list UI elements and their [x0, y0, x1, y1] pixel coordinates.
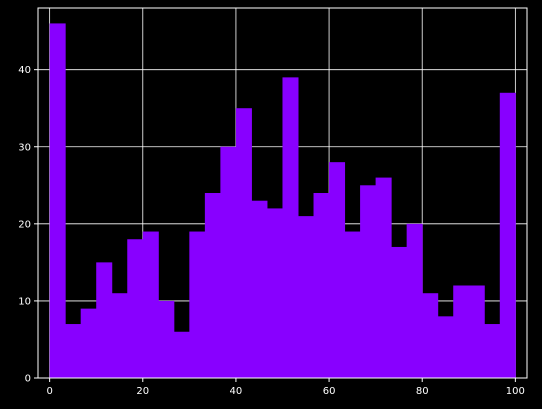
histogram-bar-29 — [499, 92, 516, 379]
y-tick-label-2: 20 — [18, 219, 31, 230]
y-tick-label-3: 30 — [18, 142, 31, 153]
histogram-bar-21 — [375, 177, 392, 378]
x-tick-label-3: 60 — [323, 386, 336, 397]
histogram-bar-12 — [235, 108, 252, 378]
histogram-bar-20 — [360, 185, 377, 378]
histogram-bars — [49, 23, 516, 379]
x-tick-label-0: 0 — [46, 386, 52, 397]
y-axis-ticks: 0 10 20 30 40 — [18, 65, 38, 385]
histogram-bar-17 — [313, 193, 330, 378]
histogram-bar-0 — [49, 23, 66, 379]
x-tick-label-2: 40 — [230, 386, 243, 397]
x-tick-label-1: 20 — [136, 386, 149, 397]
y-tick-label-1: 10 — [18, 296, 31, 307]
histogram-bar-10 — [204, 193, 221, 378]
x-tick-label-4: 80 — [416, 386, 429, 397]
histogram-bar-6 — [142, 231, 159, 378]
histogram-bar-11 — [220, 146, 237, 378]
x-tick-label-5: 100 — [506, 386, 525, 397]
histogram-bar-25 — [437, 316, 454, 378]
y-tick-label-0: 0 — [25, 374, 31, 385]
histogram-bar-7 — [158, 300, 175, 378]
histogram-bar-19 — [344, 231, 361, 378]
histogram-bar-2 — [80, 308, 97, 378]
histogram-bar-4 — [111, 293, 128, 378]
histogram-bar-28 — [484, 324, 501, 378]
y-tick-label-4: 40 — [18, 65, 31, 76]
histogram-bar-9 — [189, 231, 206, 378]
x-axis-ticks: 0 20 40 60 80 100 — [46, 378, 525, 397]
histogram-bar-23 — [406, 223, 423, 378]
histogram-bar-14 — [266, 208, 283, 378]
histogram-bar-1 — [65, 324, 82, 378]
histogram-bar-8 — [173, 331, 190, 378]
histogram-bar-13 — [251, 200, 268, 378]
axes-frame — [37, 7, 528, 379]
histogram-bar-27 — [468, 285, 485, 378]
histogram-bar-3 — [96, 262, 113, 378]
histogram-bar-5 — [127, 239, 144, 378]
histogram-bar-16 — [297, 216, 315, 378]
histogram-bar-18 — [329, 162, 346, 378]
histogram-bar-26 — [453, 285, 470, 378]
histogram-bar-24 — [422, 293, 439, 378]
histogram-bar-15 — [282, 77, 299, 378]
histogram-bar-22 — [391, 246, 408, 378]
